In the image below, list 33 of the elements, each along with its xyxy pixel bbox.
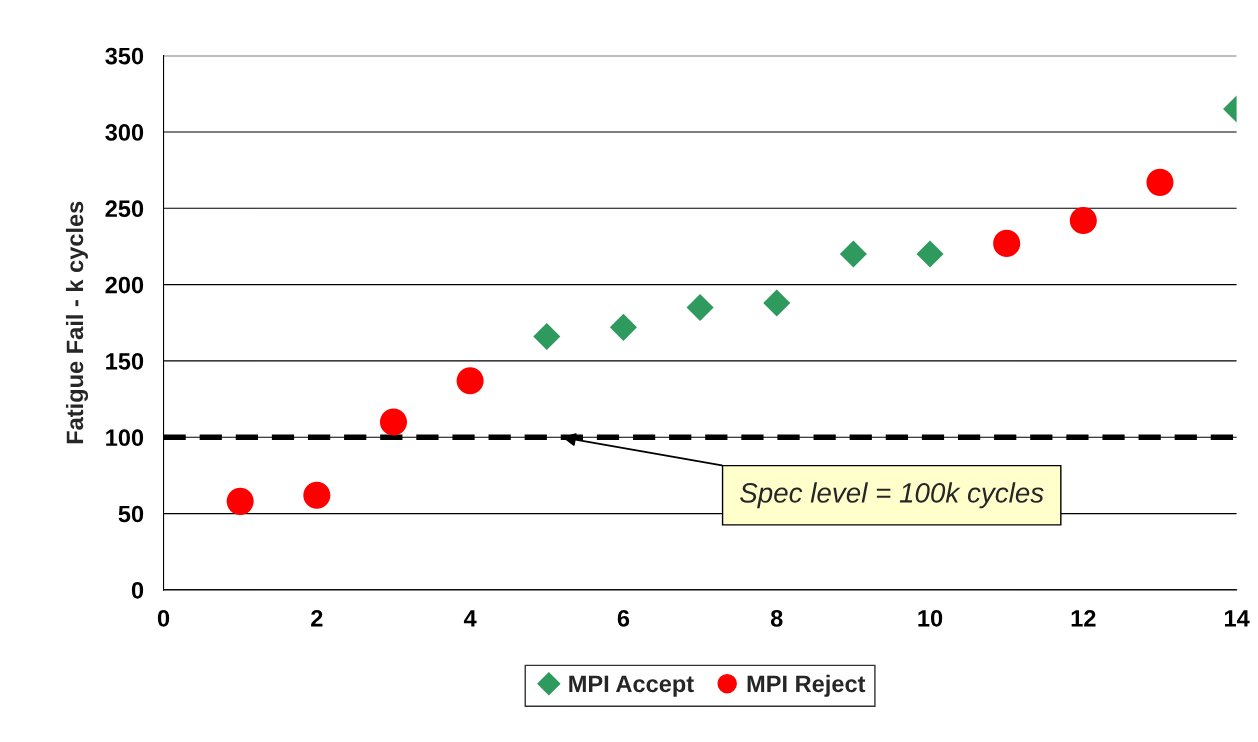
point xyxy=(1069,206,1097,235)
point xyxy=(379,408,408,436)
point xyxy=(763,289,791,317)
point xyxy=(686,293,714,322)
y-tick-label: 350 xyxy=(105,47,144,65)
x-tick-label: 0 xyxy=(157,609,170,627)
legend-label: MPI Reject xyxy=(747,674,866,697)
y-tick-label: 50 xyxy=(118,505,144,523)
y-tick-label: 0 xyxy=(131,581,144,599)
point xyxy=(993,229,1021,257)
point xyxy=(226,487,254,515)
annotation: Spec level = 100k cycles xyxy=(740,482,1044,509)
x-tick-label: 6 xyxy=(617,609,630,627)
point xyxy=(303,481,331,509)
y-tick-label: 200 xyxy=(105,276,144,294)
point xyxy=(609,313,637,341)
x-tick-label: 4 xyxy=(463,610,477,627)
x-tick-label: 8 xyxy=(770,609,783,627)
point xyxy=(533,322,561,351)
point xyxy=(456,367,484,395)
point xyxy=(839,240,867,268)
x-tick-label: 14 xyxy=(1224,610,1250,627)
y-axis-title: Fatigue Fail - k cycles xyxy=(65,201,89,444)
point xyxy=(916,240,944,268)
y-tick-label: 100 xyxy=(106,429,144,447)
legend-label: MPI Accept xyxy=(569,675,694,697)
x-tick-label: 2 xyxy=(311,609,323,627)
y-tick-label: 150 xyxy=(106,353,144,370)
y-tick-label: 300 xyxy=(105,124,144,141)
x-tick-label: 12 xyxy=(1071,609,1096,627)
point xyxy=(1146,168,1174,196)
y-tick-label: 250 xyxy=(105,200,144,218)
x-tick-label: 10 xyxy=(918,609,943,627)
